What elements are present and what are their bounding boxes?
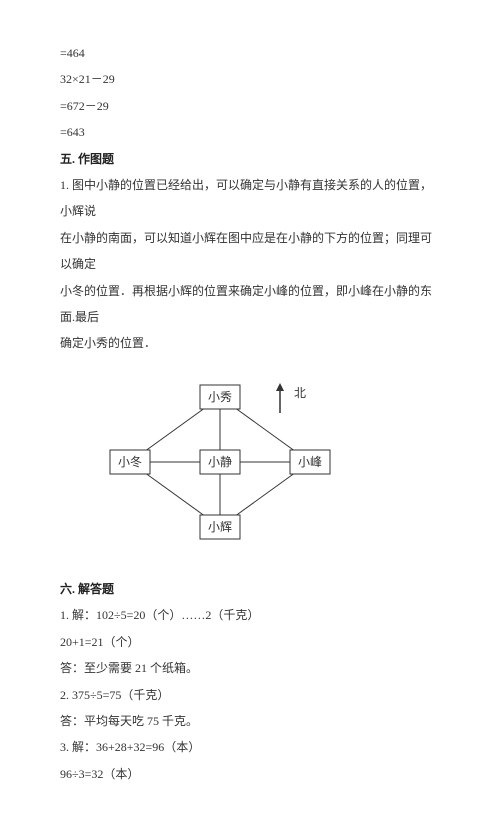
calc-line: =464: [60, 40, 440, 66]
diagram-node-label: 小静: [208, 455, 232, 469]
answer-line: 答：至少需要 21 个纸箱。: [60, 655, 440, 681]
answer-line: 20+1=21（个）: [60, 629, 440, 655]
answer-line: 答：平均每天吃 75 千克。: [60, 708, 440, 734]
section-heading: 五. 作图题: [60, 146, 440, 172]
paragraph-line: 小冬的位置．再根据小辉的位置来确定小峰的位置，即小峰在小静的东面.最后: [60, 278, 440, 331]
answer-line: 3. 解：36+28+32=96（本）: [60, 734, 440, 760]
paragraph-line: 1. 图中小静的位置已经给出，可以确定与小静有直接关系的人的位置，小辉说: [60, 172, 440, 225]
calc-line: =643: [60, 119, 440, 145]
document-page: =464 32×21－29 =672－29 =643 五. 作图题 1. 图中小…: [0, 0, 500, 827]
diagram-node-label: 小秀: [208, 390, 232, 404]
north-label: 北: [294, 386, 306, 400]
paragraph-line: 在小静的南面，可以知道小辉在图中应是在小静的下方的位置；同理可以确定: [60, 225, 440, 278]
diagram-node-label: 小峰: [298, 455, 322, 469]
calc-line: =672－29: [60, 93, 440, 119]
diagram-nodes: 小秀小冬 小静 小峰小辉: [110, 385, 330, 539]
answer-line: 96÷3=32（本）: [60, 761, 440, 787]
north-arrow: 北: [276, 383, 306, 413]
arrow-head-icon: [276, 383, 284, 391]
answer-line: 1. 解：102÷5=20（个）……2（千克）: [60, 602, 440, 628]
diagram-edge: [147, 409, 204, 450]
diagram-edge: [147, 474, 204, 515]
calc-line: 32×21－29: [60, 66, 440, 92]
paragraph-line: 确定小秀的位置．: [60, 330, 440, 356]
diagram-edge: [237, 409, 294, 450]
diagram-edge: [237, 474, 294, 515]
answer-line: 2. 375÷5=75（千克）: [60, 682, 440, 708]
diagram-node-label: 小冬: [118, 454, 142, 469]
diagram-container: 小秀小冬 小静 小峰小辉 北: [90, 367, 350, 566]
diagram-node-label: 小辉: [208, 520, 232, 534]
section-heading: 六. 解答题: [60, 576, 440, 602]
relationship-diagram: 小秀小冬 小静 小峰小辉 北: [90, 367, 350, 557]
